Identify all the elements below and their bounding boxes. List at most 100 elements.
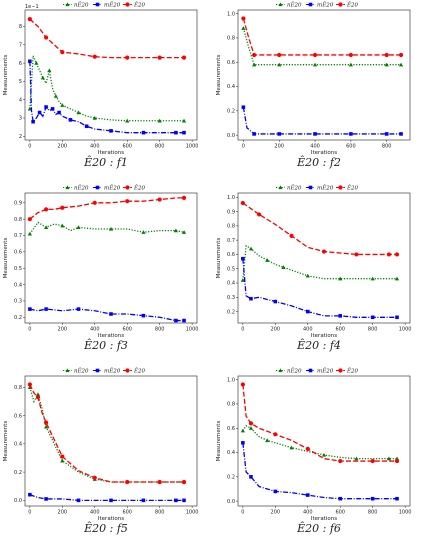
x-tick-label: 600 [122,327,132,333]
y-tick-label: 0.3 [14,299,22,305]
data-point [109,129,113,133]
x-tick-label: 400 [90,144,100,150]
x-tick-label: 800 [382,144,392,150]
chart-caption: Ê20 : f3 [84,339,128,352]
data-point [305,493,310,497]
y-tick-label: 0.4 [227,281,235,287]
chart-panel-5: 0 200 400 600 800 1000 0.0 0.2 0.4 0.6 0.8 Iteratio… [0,366,212,549]
data-point [348,62,353,67]
data-point [157,118,162,123]
legend-label: Ê20 [346,1,359,9]
chart-caption: Ê20 : f2 [297,156,341,169]
data-point [181,479,187,485]
x-tick-label: 0 [241,510,244,516]
y-tick-label: 0.4 [227,84,235,90]
chart-panel-1: 0 200 400 600 800 1000 2 3 4 5 6 7 8 Iterations Measur… [0,0,212,183]
data-point [370,276,375,281]
y-tick-label: 0.4 [14,442,22,448]
data-point [92,115,97,120]
x-tick-label: 200 [271,510,281,516]
x-tick-label: 400 [90,327,100,333]
chart-panel-6: 0 200 400 600 800 1000 0.0 0.2 0.4 0.6 0.8 1.0 Itera… [213,366,425,549]
data-point [241,105,246,109]
data-point [354,456,359,461]
data-point [182,318,186,323]
y-tick-label: 1.0 [227,195,235,201]
data-point [348,52,353,58]
data-point [182,130,186,135]
data-point [43,424,49,429]
data-point [181,195,187,201]
data-point [125,55,130,60]
series-line-1 [242,424,398,460]
plot-frame [237,375,411,507]
legend-marker [278,185,283,190]
data-point [50,107,55,111]
data-point [241,26,246,30]
data-point [60,454,65,459]
data-point [273,432,278,437]
chart-panel-4: 0 200 400 600 800 1000 0.2 0.3 0.4 0.5 0.6 0.7 0.8 0.… [213,183,425,366]
legend-marker [65,2,70,7]
legend-marker [95,2,100,7]
legend-label: mÊ20 [104,367,121,375]
plot-frame [24,9,198,141]
data-point [252,52,257,58]
legend: nÊ20 mÊ20 Ê20 [63,367,146,375]
data-point [312,52,318,58]
data-point [174,318,178,323]
x-tick-label: 600 [346,144,356,150]
data-point [125,118,130,123]
data-point [252,62,257,67]
plot-frame [24,192,198,324]
data-point [289,233,294,238]
series-line-3 [242,18,402,56]
data-point [57,110,61,115]
x-tick-label: 1000 [186,510,199,516]
data-point [252,132,256,136]
data-point [141,130,146,135]
series-line-2 [29,61,185,134]
data-point [398,62,404,67]
data-point [370,458,375,464]
chart-svg-3: 0 200 400 600 800 1000 0.2 0.3 0.4 0.5 0.6 0.7 0.8 0.… [3,184,198,340]
y-tick-label: 0.9 [14,201,22,207]
x-axis-label: Iterations [311,333,337,339]
data-point [240,382,245,387]
x-tick-label: 0 [241,327,244,333]
legend-label: nÊ20 [287,184,302,192]
data-point [60,205,65,210]
data-point [181,55,187,60]
x-tick-label: 800 [368,510,378,516]
y-tick-label: 1.0 [227,377,235,383]
y-tick-label: 1.0 [227,11,235,17]
y-tick-label: 7 [19,42,22,48]
data-point [338,458,343,464]
chart-svg-4: 0 200 400 600 800 1000 0.2 0.3 0.4 0.5 0.6 0.7 0.8 0.… [216,184,411,340]
data-point [305,309,310,314]
y-tick-label: 0.0 [14,498,22,504]
data-point [76,225,81,230]
data-point [27,231,32,236]
series-line-2 [242,258,398,318]
data-point [248,426,254,430]
legend: nÊ20 mÊ20 Ê20 [63,184,146,192]
y-tick-label: 0.6 [14,250,22,256]
legend-marker [308,185,313,190]
x-tick-label: 600 [335,327,345,333]
x-tick-label: 400 [90,510,100,516]
data-point [249,475,253,479]
data-point [181,118,187,123]
x-tick-label: 200 [58,144,68,150]
data-point [384,52,389,58]
data-point [43,207,49,212]
y-axis-label: Measurements [3,55,9,96]
y-tick-label: 0.8 [227,224,235,230]
x-tick-label: 200 [271,327,281,333]
x-tick-label: 400 [303,510,313,516]
data-point [277,62,282,67]
chart-caption: Ê20 : f4 [297,339,341,352]
legend-marker [338,185,343,190]
y-tick-label: 0.2 [227,109,235,115]
y-tick-label: 0.8 [14,385,22,391]
